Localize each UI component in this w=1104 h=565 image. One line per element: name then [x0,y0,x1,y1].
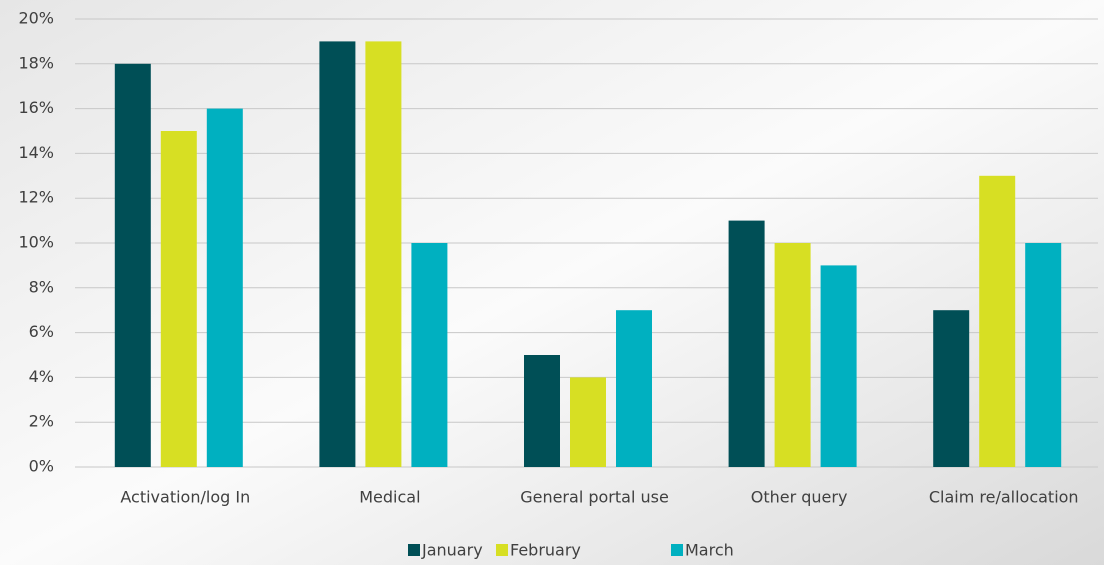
bar [616,310,652,467]
bar [570,377,606,467]
y-tick-label: 18% [18,53,54,72]
y-tick-label: 4% [29,367,54,386]
bar [979,175,1016,468]
legend-swatch [496,544,508,556]
y-tick-label: 20% [18,9,54,28]
legend-label: March [685,541,734,560]
bar [319,41,356,468]
x-tick-label: Claim re/allocation [929,488,1079,507]
bar [160,131,197,467]
legend-swatch [408,544,420,556]
x-tick-label: General portal use [520,488,669,507]
y-tick-label: 10% [18,233,54,252]
x-tick-label: Other query [751,488,848,507]
bar [728,220,765,467]
y-tick-label: 6% [29,322,54,341]
bar [114,63,151,468]
bar [206,108,243,467]
bar [774,243,811,467]
legend-label: February [510,541,581,560]
legend-swatch [671,544,683,556]
bar [411,243,448,467]
bar [820,265,857,467]
bar [933,310,970,467]
y-tick-label: 12% [18,188,54,207]
bar [1025,243,1062,467]
y-tick-label: 14% [18,143,54,162]
x-tick-label: Medical [359,488,420,507]
legend-label: January [421,541,483,560]
y-tick-label: 8% [29,277,54,296]
y-tick-label: 16% [18,98,54,117]
x-tick-label: Activation/log In [120,488,250,507]
bar [524,355,560,467]
y-tick-label: 2% [29,412,54,431]
y-tick-label: 0% [29,457,54,476]
bar [365,41,402,468]
